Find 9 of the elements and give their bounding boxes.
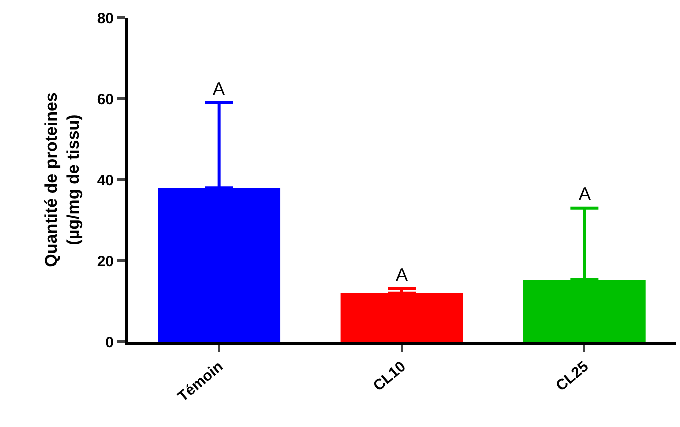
y-axis-title: Quantité de proteines (µg/mg de tissu) [42, 92, 83, 268]
y-tick-label: 40 [97, 172, 114, 190]
y-tick-label: 60 [97, 91, 114, 108]
annotation: A [396, 265, 408, 285]
y-tick-label: 80 [97, 10, 114, 28]
y-tick-label: 0 [106, 334, 114, 352]
y-tick-label: 20 [97, 253, 114, 270]
annotation: A [213, 79, 226, 99]
annotation: A [579, 184, 592, 204]
